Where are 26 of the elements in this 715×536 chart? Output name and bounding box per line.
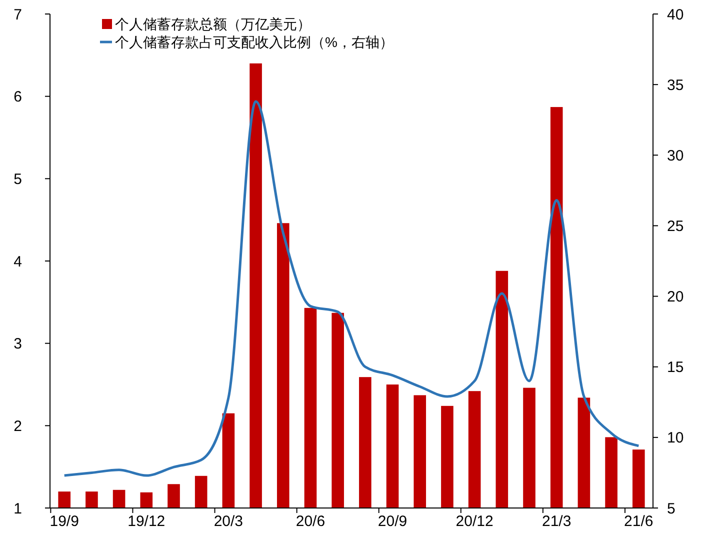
x-tick-label: 20/12	[456, 513, 494, 530]
y-tick-label: 2	[14, 418, 22, 435]
x-tick-label: 20/6	[296, 513, 326, 530]
x-tick-label: 21/6	[624, 513, 654, 530]
legend-label: 个人储蓄存款总额（万亿美元）	[115, 16, 311, 32]
x-tick-label: 21/3	[542, 513, 572, 530]
y2-tick-label: 25	[667, 218, 684, 235]
y2-tick-label: 30	[667, 147, 684, 164]
y2-tick-label: 5	[667, 500, 676, 518]
line-series	[63, 100, 640, 477]
y2-tick-label: 35	[667, 76, 684, 94]
x-tick-label: 19/9	[50, 513, 79, 530]
y2-tick-label: 40	[667, 6, 684, 24]
y2-tick-label: 10	[667, 430, 684, 447]
y-tick-label: 5	[14, 170, 22, 188]
y-tick-label: 3	[14, 336, 22, 353]
legend-label: 个人储蓄存款占可支配收入比例（%，右轴）	[115, 34, 394, 50]
y-tick-label: 1	[14, 500, 22, 518]
x-tick-label: 20/9	[378, 513, 408, 530]
y-tick-label: 7	[14, 6, 22, 24]
y2-tick-label: 20	[667, 288, 684, 306]
x-tick-label: 19/12	[128, 513, 166, 530]
x-tick-label: 20/3	[214, 513, 244, 530]
y-tick-label: 6	[14, 88, 22, 106]
y2-tick-label: 15	[667, 359, 684, 376]
y-tick-label: 4	[14, 253, 22, 270]
